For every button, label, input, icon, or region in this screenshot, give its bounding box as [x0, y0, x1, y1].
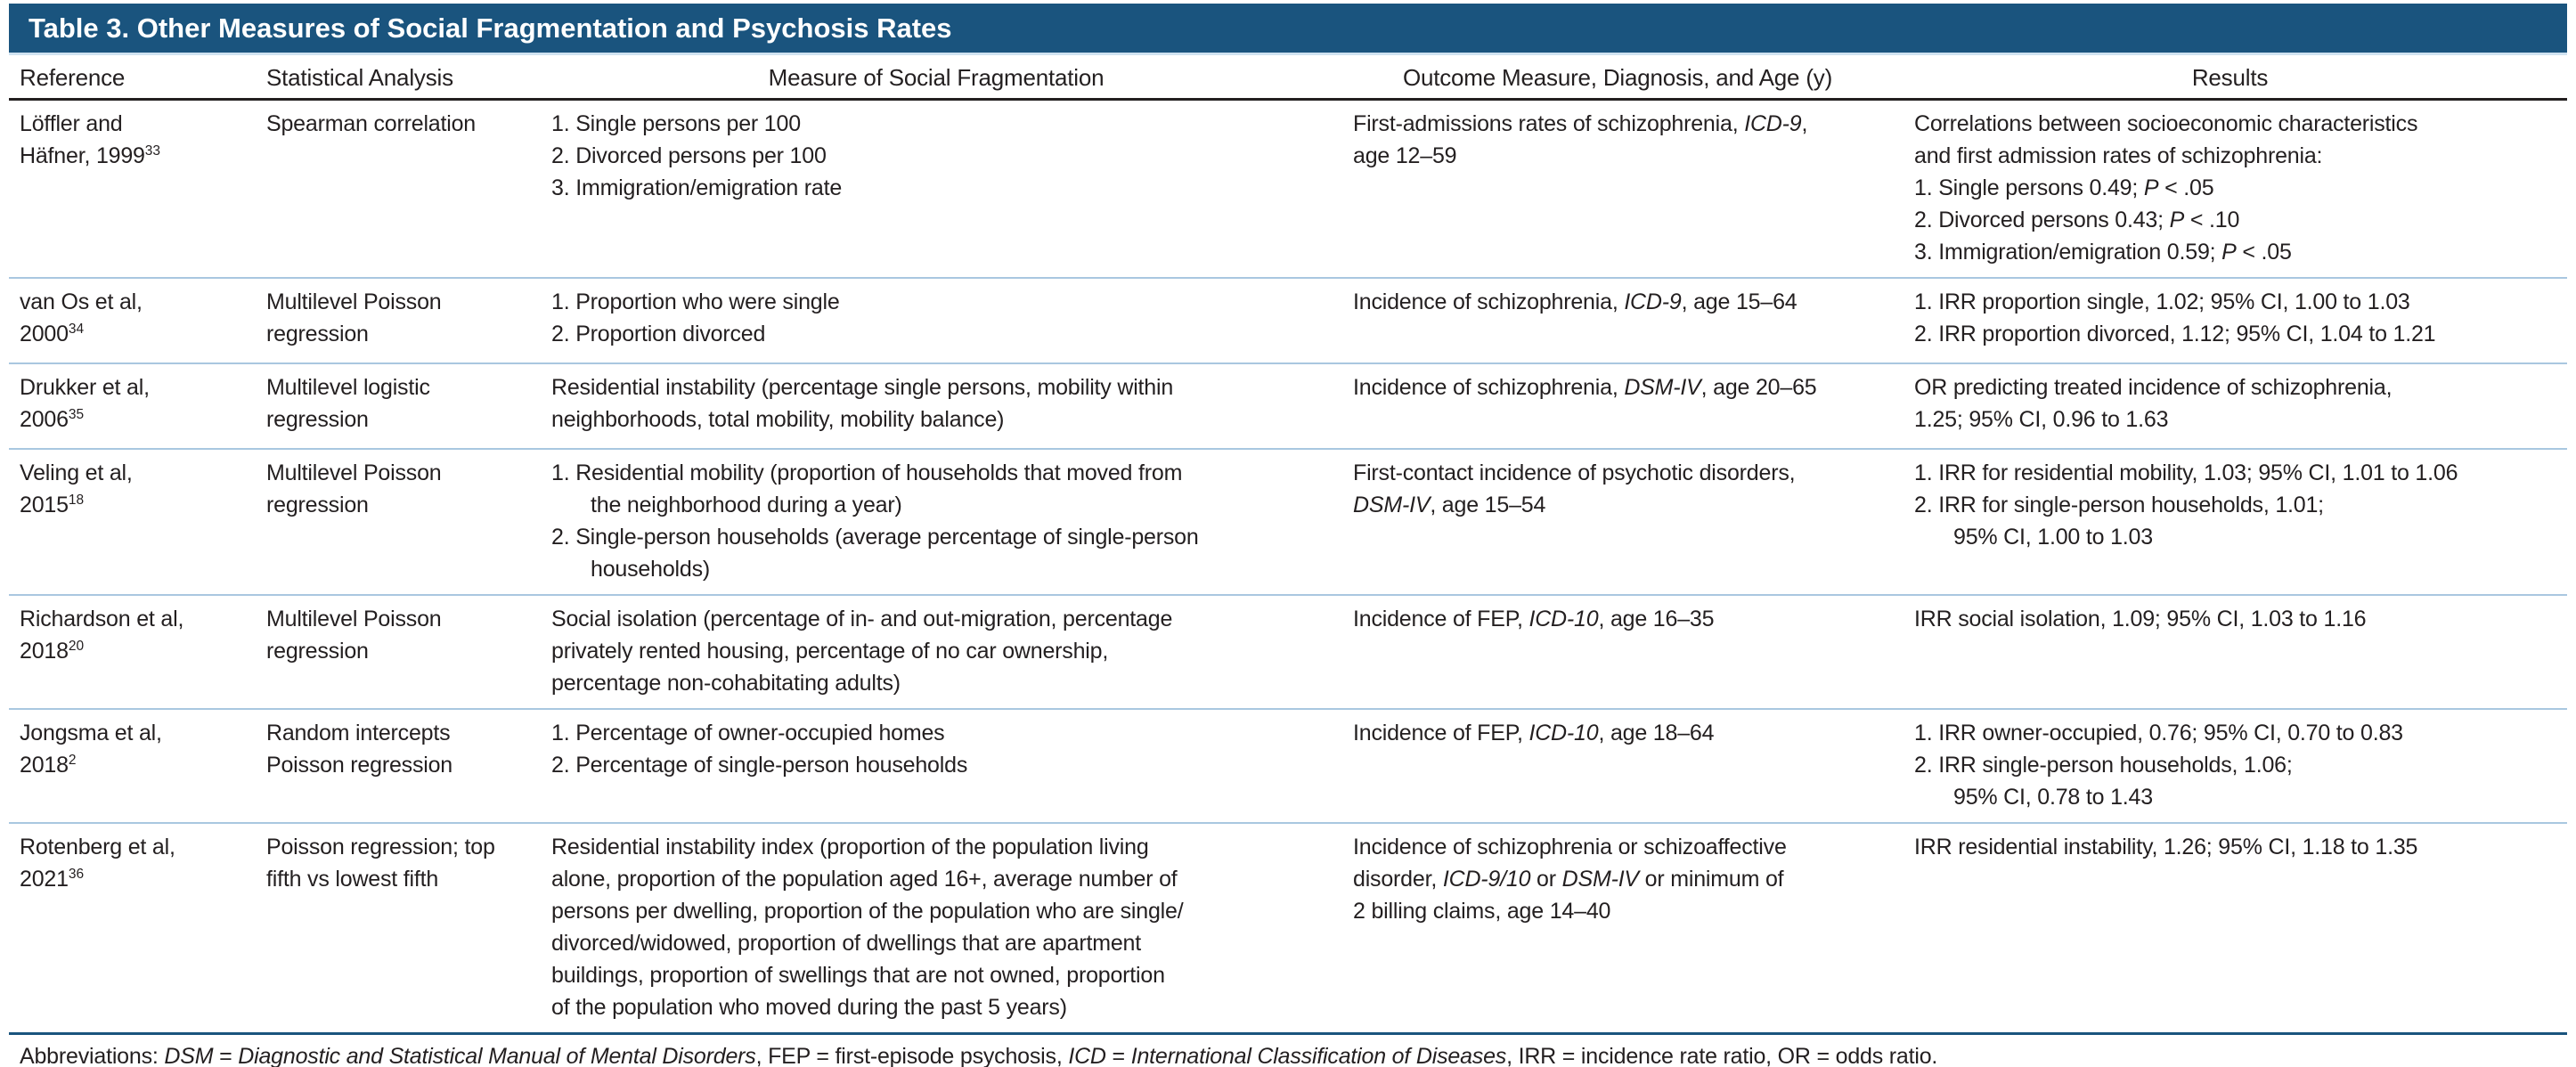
cell-statistical-analysis: Multilevel logistic regression — [266, 375, 430, 432]
cell-results: 1. IRR proportion single, 1.02; 95% CI, … — [1903, 286, 2567, 354]
table-row: Drukker et al, 200635 Multilevel logistic… — [9, 364, 2567, 450]
cell-measure-of-social-fragmentation: 1. Percentage of owner-occupied homes 2. … — [541, 717, 1342, 813]
column-header-reference: Reference — [20, 64, 126, 91]
cell-measure-of-social-fragmentation: 1. Single persons per 100 2. Divorced per… — [541, 108, 1342, 268]
result-item: 2. IRR for single-person households, 1.0… — [1914, 493, 2324, 550]
cell-statistical-analysis: Random intercepts Poisson regression — [266, 721, 453, 778]
column-header-statistical-analysis: Statistical Analysis — [266, 64, 453, 91]
cell-reference: Drukker et al, 200635 — [20, 375, 150, 432]
measure-item: 1. Percentage of owner-occupied homes — [551, 721, 945, 745]
result-item: 1. IRR proportion single, 1.02; 95% CI, … — [1914, 289, 2410, 314]
measure-item: 1. Proportion who were single — [551, 289, 840, 314]
result-item: 1. IRR owner-occupied, 0.76; 95% CI, 0.7… — [1914, 721, 2403, 745]
result-item: OR predicting treated incidence of schiz… — [1914, 375, 2393, 432]
cell-measure-of-social-fragmentation: Residential instability index (proportio… — [541, 831, 1342, 1023]
measure-item: 2. Percentage of single-person household… — [551, 753, 968, 778]
cell-reference: Löffler and Häfner, 199933 — [20, 111, 161, 168]
cell-results: IRR social isolation, 1.09; 95% CI, 1.03… — [1903, 603, 2567, 699]
cell-statistical-analysis: Multilevel Poisson regression — [266, 460, 442, 517]
column-header-row: Reference Statistical Analysis Measure o… — [9, 55, 2567, 101]
result-item: 3. Immigration/emigration 0.59; P < .05 — [1914, 240, 2292, 265]
result-item: 2. IRR proportion divorced, 1.12; 95% CI… — [1914, 322, 2436, 346]
table-row: Rotenberg et al, 202136 Poisson regressio… — [9, 824, 2567, 1032]
column-header-measure: Measure of Social Fragmentation — [768, 64, 1105, 91]
result-item: 1. IRR for residential mobility, 1.03; 9… — [1914, 460, 2458, 485]
cell-outcome-measure: Incidence of FEP, ICD-10, age 18–64 — [1353, 721, 1715, 745]
result-item: IRR social isolation, 1.09; 95% CI, 1.03… — [1914, 607, 2367, 631]
cell-statistical-analysis: Poisson regression; top fifth vs lowest … — [266, 835, 495, 892]
table-row: Richardson et al, 201820 Multilevel Poiss… — [9, 596, 2567, 710]
measure-item: Social isolation (percentage of in- and … — [551, 607, 1173, 696]
cell-reference: Veling et al, 201518 — [20, 460, 133, 517]
table-title: Table 3. Other Measures of Social Fragme… — [29, 12, 952, 44]
cell-results: OR predicting treated incidence of schiz… — [1903, 371, 2567, 439]
result-item: 1. Single persons 0.49; P < .05 — [1914, 175, 2214, 200]
measure-item: 1. Single persons per 100 — [551, 111, 801, 136]
cell-statistical-analysis: Spearman correlation — [266, 111, 477, 136]
cell-results: 1. IRR for residential mobility, 1.03; 9… — [1903, 457, 2567, 585]
cell-measure-of-social-fragmentation: 1. Residential mobility (proportion of h… — [541, 457, 1342, 585]
table-row: Jongsma et al, 20182 Random intercepts Po… — [9, 710, 2567, 824]
cell-measure-of-social-fragmentation: Social isolation (percentage of in- and … — [541, 603, 1342, 699]
measure-item: 2. Proportion divorced — [551, 322, 766, 346]
result-item: 2. Divorced persons 0.43; P < .10 — [1914, 208, 2240, 232]
table-row: Löffler and Häfner, 199933 Spearman corre… — [9, 101, 2567, 279]
abbreviations-note: Abbreviations: DSM = Diagnostic and Stat… — [9, 1032, 2567, 1067]
cell-outcome-measure: Incidence of schizophrenia, DSM-IV, age … — [1353, 375, 1817, 400]
measure-item: 3. Immigration/emigration rate — [551, 175, 843, 200]
measure-item: Residential instability (percentage sing… — [551, 375, 1174, 432]
measure-item: 2. Single-person households (average per… — [551, 525, 1199, 582]
cell-outcome-measure: First-admissions rates of schizophrenia,… — [1353, 111, 1808, 168]
cell-reference: Rotenberg et al, 202136 — [20, 835, 175, 892]
cell-outcome-measure: First-contact incidence of psychotic dis… — [1353, 460, 1796, 517]
cell-statistical-analysis: Multilevel Poisson regression — [266, 289, 442, 346]
column-header-outcome: Outcome Measure, Diagnosis, and Age (y) — [1402, 64, 1833, 91]
cell-results: IRR residential instability, 1.26; 95% C… — [1903, 831, 2567, 1023]
cell-statistical-analysis: Multilevel Poisson regression — [266, 607, 442, 664]
cell-reference: van Os et al, 200034 — [20, 289, 143, 346]
cell-reference: Richardson et al, 201820 — [20, 607, 184, 664]
measure-item: 2. Divorced persons per 100 — [551, 143, 827, 168]
cell-results: Correlations between socioeconomic chara… — [1903, 108, 2567, 268]
measure-item: 1. Residential mobility (proportion of h… — [551, 460, 1183, 517]
result-item: IRR residential instability, 1.26; 95% C… — [1914, 835, 2418, 859]
result-item: 2. IRR single-person households, 1.06; 95… — [1914, 753, 2293, 810]
cell-outcome-measure: Incidence of FEP, ICD-10, age 16–35 — [1353, 607, 1715, 631]
cell-measure-of-social-fragmentation: 1. Proportion who were single 2. Proporti… — [541, 286, 1342, 354]
measure-item: Residential instability index (proportio… — [551, 835, 1184, 1020]
table-row: van Os et al, 200034 Multilevel Poisson r… — [9, 279, 2567, 364]
table-body: Löffler and Häfner, 199933 Spearman corre… — [9, 101, 2567, 1032]
cell-outcome-measure: Incidence of schizophrenia or schizoaffe… — [1353, 835, 1787, 924]
cell-outcome-measure: Incidence of schizophrenia, ICD-9, age 1… — [1353, 289, 1797, 314]
table-title-bar: Table 3. Other Measures of Social Fragme… — [9, 4, 2567, 55]
column-header-results: Results — [2191, 64, 2269, 91]
table-container: Table 3. Other Measures of Social Fragme… — [9, 4, 2567, 1067]
result-item: Correlations between socioeconomic chara… — [1914, 111, 2418, 168]
cell-results: 1. IRR owner-occupied, 0.76; 95% CI, 0.7… — [1903, 717, 2567, 813]
cell-measure-of-social-fragmentation: Residential instability (percentage sing… — [541, 371, 1342, 439]
table-row: Veling et al, 201518 Multilevel Poisson r… — [9, 450, 2567, 596]
cell-reference: Jongsma et al, 20182 — [20, 721, 162, 778]
